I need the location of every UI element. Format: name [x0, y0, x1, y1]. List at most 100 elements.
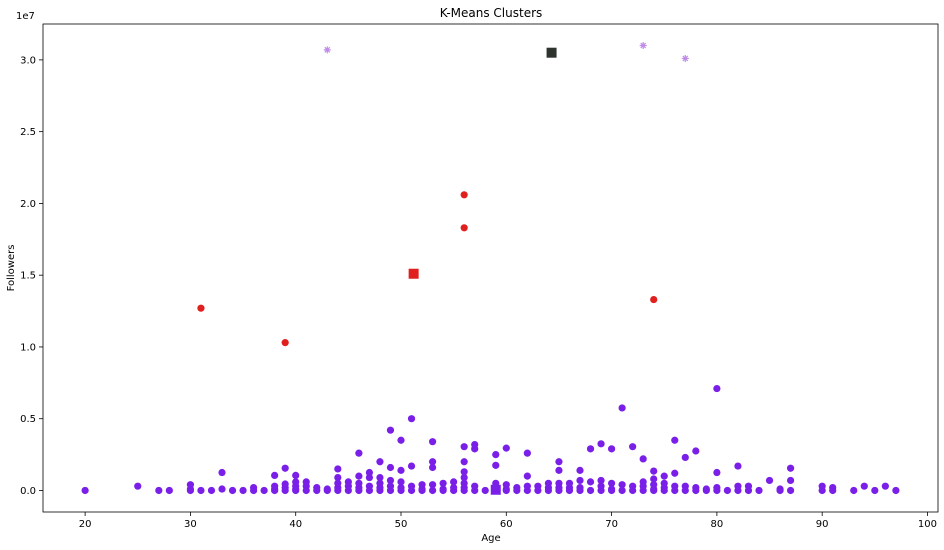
cluster-0-point — [418, 486, 426, 495]
cluster-0-point — [323, 485, 331, 493]
x-tick-label: 100 — [918, 519, 937, 530]
cluster-0-point — [597, 486, 605, 495]
centroid-marker-2 — [546, 47, 557, 58]
cluster-0-point — [513, 484, 521, 492]
cluster-0-point — [586, 478, 595, 486]
cluster-0-point — [850, 486, 858, 495]
cluster-0-point — [207, 486, 216, 495]
x-tick-label: 20 — [79, 519, 92, 530]
cluster-0-point — [428, 458, 437, 466]
cluster-1-point — [650, 295, 658, 304]
plot-frame — [42, 23, 939, 513]
cluster-0-point — [618, 486, 626, 495]
cluster-0-point — [365, 468, 374, 477]
cluster-0-point — [186, 486, 195, 495]
cluster-0-point — [134, 482, 142, 490]
cluster-0-point — [428, 486, 437, 495]
cluster-0-point — [629, 443, 637, 451]
y-tick-label: 0.5 — [20, 414, 36, 425]
cluster-0-point — [471, 486, 479, 495]
x-tick-label: 30 — [184, 519, 197, 530]
cluster-0-point — [523, 449, 531, 457]
cluster-0-point — [313, 486, 321, 495]
cluster-0-point — [544, 486, 553, 495]
cluster-0-point — [502, 486, 510, 495]
cluster-0-point — [460, 473, 468, 482]
cluster-0-point — [428, 481, 437, 489]
cluster-0-point — [829, 486, 837, 495]
cluster-0-point — [460, 468, 468, 476]
cluster-0-point — [871, 486, 879, 495]
cluster-0-point — [650, 486, 658, 495]
cluster-0-point — [681, 453, 689, 462]
cluster-0-point — [660, 472, 668, 480]
cluster-0-point — [492, 450, 500, 459]
cluster-0-point — [607, 479, 616, 487]
cluster-0-point — [355, 449, 363, 457]
cluster-0-point — [639, 486, 647, 495]
x-tick-label: 50 — [395, 519, 408, 530]
cluster-0-point — [565, 486, 574, 495]
y-tick-label: 1.0 — [20, 342, 36, 353]
cluster-0-point — [576, 466, 584, 474]
cluster-0-point — [734, 462, 742, 470]
cluster-0-point — [671, 436, 679, 444]
cluster-0-point — [650, 467, 658, 475]
cluster-0-point — [818, 486, 826, 495]
cluster-2-point — [639, 42, 647, 50]
cluster-0-point — [249, 486, 258, 495]
cluster-0-point — [197, 486, 205, 495]
cluster-1-point — [281, 339, 289, 347]
cluster-2-point — [681, 54, 689, 62]
cluster-0-point — [386, 486, 395, 495]
cluster-0-point — [681, 486, 689, 495]
cluster-0-point — [439, 479, 447, 487]
cluster-0-point — [218, 485, 226, 493]
axes-group: 20 30 40 50 60 70 80 90 100 0.0 0.5 1.0 1.5 2.0 2.5 3.0 — [20, 55, 937, 530]
cluster-0-point — [271, 486, 279, 495]
cluster-0-point — [386, 476, 395, 485]
cluster-0-point — [471, 445, 479, 453]
cluster-0-point — [765, 476, 774, 485]
cluster-0-point — [607, 445, 616, 453]
cluster-0-point — [218, 468, 226, 477]
cluster-0-point — [692, 447, 700, 455]
cluster-0-point — [671, 486, 679, 495]
cluster-0-point — [281, 464, 289, 472]
cluster-1-point — [197, 304, 205, 312]
cluster-0-point — [723, 486, 732, 495]
x-tick-label: 40 — [289, 519, 302, 530]
cluster-1-point — [460, 224, 468, 232]
cluster-2-point — [323, 46, 331, 54]
cluster-0-point — [397, 486, 405, 495]
x-tick-label: 90 — [816, 519, 829, 530]
cluster-0-point — [281, 486, 289, 495]
cluster-0-point — [597, 476, 605, 485]
cluster-0-point — [860, 482, 868, 490]
cluster-0-point — [292, 486, 300, 495]
cluster-0-point — [586, 486, 595, 495]
cluster-0-point — [481, 486, 489, 495]
cluster-0-point — [555, 458, 563, 466]
cluster-0-point — [155, 486, 163, 495]
cluster-0-point — [376, 458, 384, 466]
cluster-0-point — [365, 486, 374, 495]
x-tick-label: 80 — [711, 519, 724, 530]
cluster-0-point — [713, 486, 721, 495]
cluster-0-point — [407, 486, 416, 495]
cluster-0-point — [450, 486, 458, 495]
cluster-0-point — [618, 481, 626, 489]
cluster-0-point — [460, 443, 468, 451]
cluster-0-point — [786, 476, 795, 485]
cluster-0-point — [439, 486, 447, 495]
chart-title: K-Means Clusters — [440, 6, 543, 20]
cluster-0-point — [428, 438, 437, 446]
cluster-0-point — [334, 473, 342, 482]
centroid-marker-0 — [490, 484, 501, 495]
cluster-0-point — [786, 486, 795, 495]
cluster-0-point — [386, 463, 395, 472]
cluster-0-point — [702, 486, 710, 495]
cluster-0-point — [428, 463, 437, 472]
cluster-0-point — [450, 478, 458, 486]
